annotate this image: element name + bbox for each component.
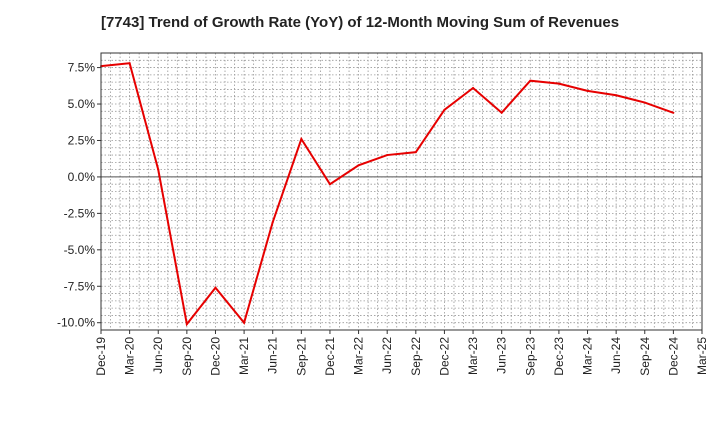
data-point [185, 323, 188, 326]
x-tick-label: Jun-23 [495, 337, 509, 374]
series-layer [100, 62, 675, 327]
gridlines [101, 53, 702, 330]
x-tick-label: Mar-24 [581, 337, 595, 375]
x-tick-label: Dec-24 [666, 337, 680, 376]
data-point [328, 183, 331, 186]
x-tick-label: Sep-22 [409, 337, 423, 376]
x-tick-label: Mar-22 [352, 337, 366, 375]
x-axis-ticks: Dec-19 Mar-20 Jun-20 Sep-20 Dec-20 Mar-21 Jun-… [94, 330, 709, 376]
x-tick-label: Mar-25 [695, 337, 709, 375]
data-point [271, 221, 274, 224]
y-tick-label: -7.5% [64, 279, 96, 293]
data-point [386, 154, 389, 157]
data-point [500, 111, 503, 114]
x-tick-label: Dec-20 [208, 337, 222, 376]
y-tick-label: 7.5% [68, 61, 96, 75]
x-tick-label: Jun-22 [380, 337, 394, 374]
x-tick-label: Jun-20 [151, 337, 165, 374]
data-point [443, 108, 446, 111]
x-tick-label: Mar-21 [237, 337, 251, 375]
data-point [643, 101, 646, 104]
y-axis-ticks: 7.5% 5.0% 2.5% 0.0% -2.5% -5.0% -7.5% -10.0% [57, 61, 101, 330]
x-tick-label: Dec-22 [437, 337, 451, 376]
y-tick-label: 2.5% [68, 133, 96, 147]
x-tick-label: Sep-24 [638, 337, 652, 376]
data-point [128, 62, 131, 65]
y-tick-label: 0.0% [68, 170, 96, 184]
x-tick-label: Mar-20 [123, 337, 137, 375]
data-point [157, 168, 160, 171]
y-tick-label: -5.0% [64, 243, 96, 257]
x-tick-label: Sep-23 [523, 337, 537, 376]
data-point [672, 111, 675, 114]
data-point [615, 94, 618, 97]
plot-frame [100, 52, 703, 331]
x-tick-label: Dec-23 [552, 337, 566, 376]
y-tick-label: 5.0% [68, 97, 96, 111]
data-point [414, 151, 417, 154]
data-point [357, 164, 360, 167]
data-point [586, 89, 589, 92]
data-point [557, 82, 560, 85]
y-tick-label: -2.5% [64, 206, 96, 220]
data-point [243, 321, 246, 324]
data-point [300, 138, 303, 141]
x-tick-label: Dec-21 [323, 337, 337, 376]
data-point [472, 86, 475, 89]
y-tick-label: -10.0% [57, 316, 95, 330]
data-point [214, 286, 217, 289]
x-tick-label: Sep-20 [180, 337, 194, 376]
chart-title: [7743] Trend of Growth Rate (YoY) of 12-… [100, 14, 620, 31]
x-tick-label: Jun-21 [266, 337, 280, 374]
x-tick-label: Dec-19 [94, 337, 108, 376]
x-tick-label: Mar-23 [466, 337, 480, 375]
data-point [529, 79, 532, 82]
x-tick-label: Jun-24 [609, 337, 623, 374]
x-tick-label: Sep-21 [294, 337, 308, 376]
